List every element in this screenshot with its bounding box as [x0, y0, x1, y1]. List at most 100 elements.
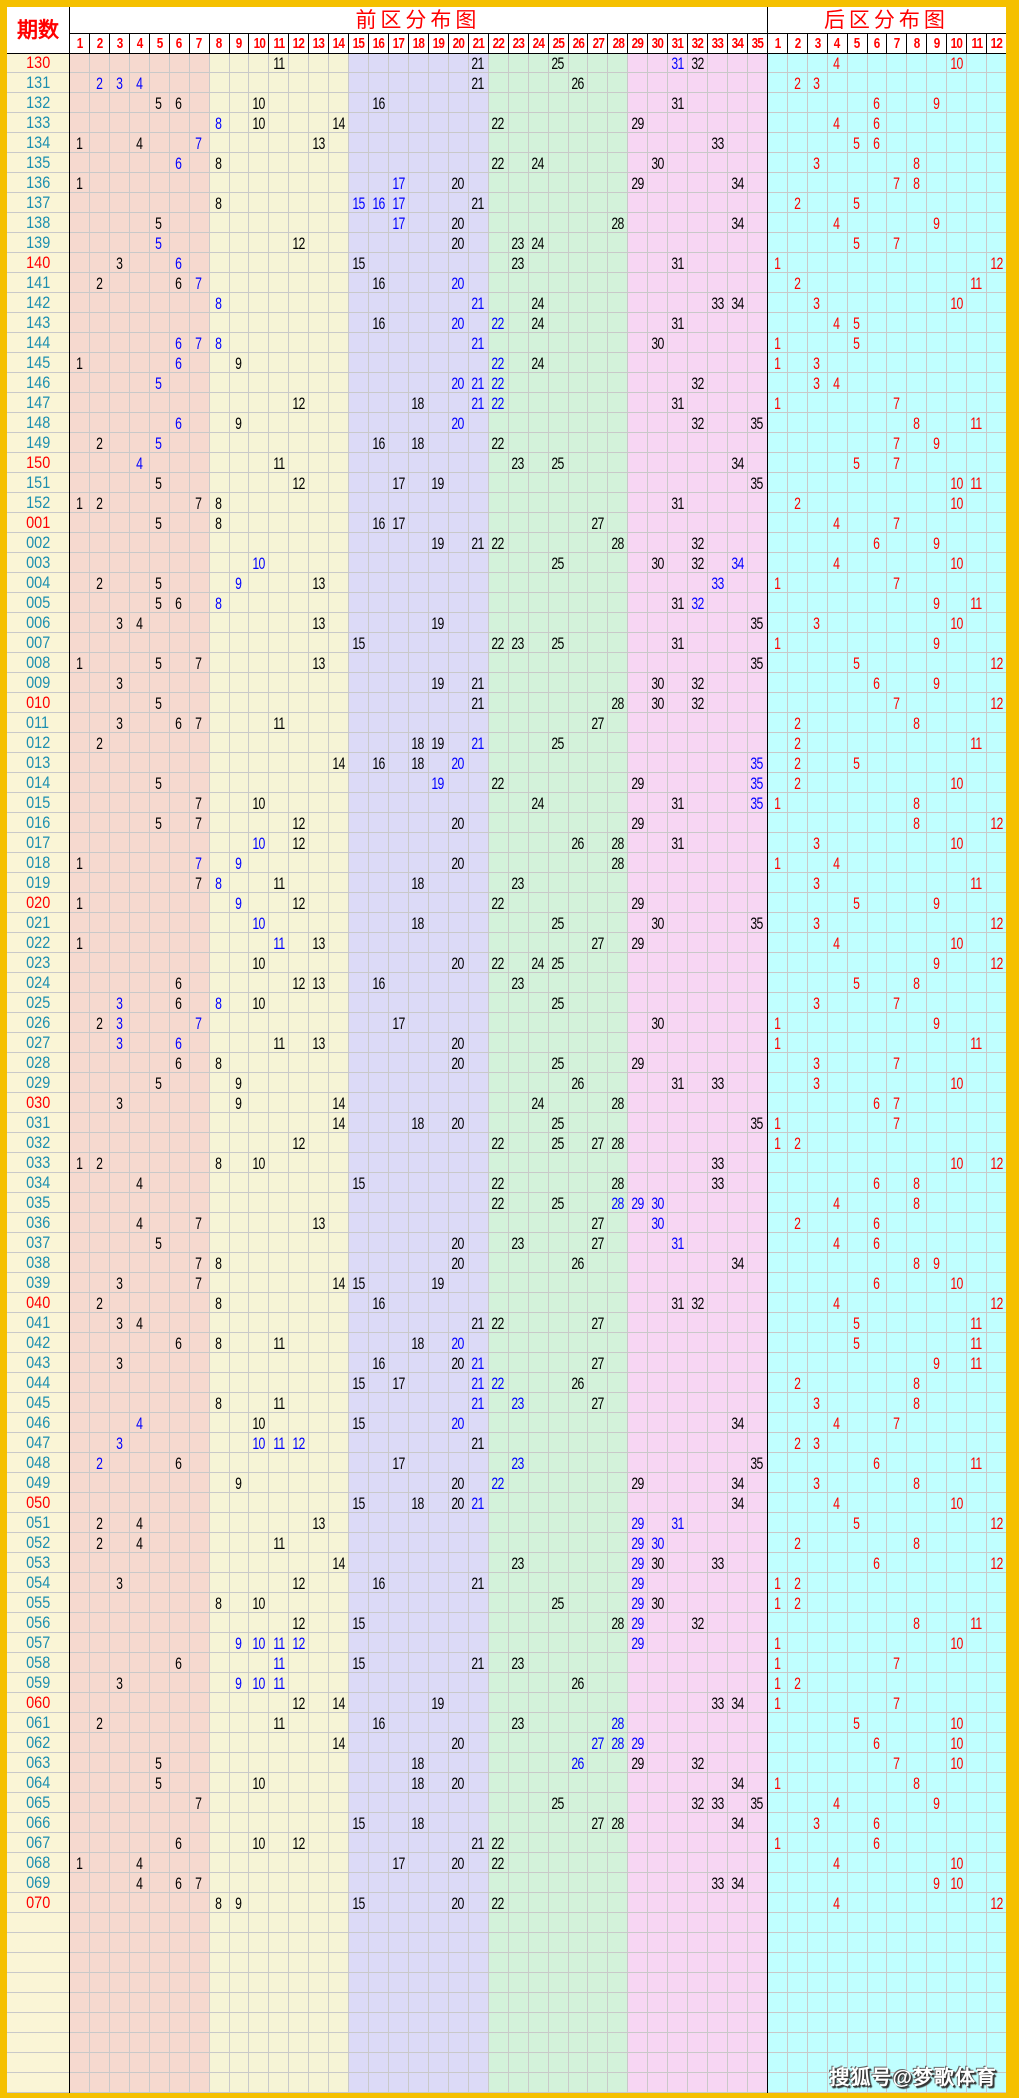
front-number: 26: [571, 74, 584, 93]
front-number: 1: [75, 654, 83, 673]
issue-number: 142: [25, 293, 51, 312]
issue-number: 069: [25, 1873, 51, 1892]
front-number: 22: [491, 1374, 505, 1393]
back-number: 4: [833, 854, 841, 873]
front-number: 7: [195, 814, 203, 833]
back-number: 4: [833, 1854, 841, 1873]
front-number: 22: [491, 1854, 505, 1873]
front-number: 20: [451, 1494, 465, 1513]
back-number: 8: [913, 974, 920, 993]
back-number: 4: [833, 374, 841, 393]
front-number: 28: [611, 1614, 624, 1633]
front-number: 28: [611, 1714, 624, 1733]
front-number: 25: [551, 1194, 564, 1213]
grid-vline: [128, 53, 130, 2093]
front-number: 16: [371, 1574, 385, 1593]
front-column-header: 11: [268, 34, 288, 53]
back-number: 10: [950, 774, 963, 793]
front-number: 12: [292, 1834, 305, 1853]
front-number: 15: [352, 1374, 365, 1393]
back-number: 7: [893, 1054, 900, 1073]
table-row: 136 1 17 20 29 34 7 8: [7, 173, 1006, 193]
front-number: 13: [312, 934, 325, 953]
table-row: 056 12 15 28 29 32 8 11: [7, 1613, 1006, 1633]
back-number: 8: [913, 1374, 920, 1393]
front-number: 20: [451, 314, 465, 333]
front-number: 15: [352, 1274, 365, 1293]
front-number: 27: [591, 1814, 604, 1833]
front-number: 29: [631, 1554, 644, 1573]
back-number: 8: [913, 714, 920, 733]
issue-number: 002: [25, 533, 51, 552]
front-number: 23: [511, 1454, 525, 1473]
front-number: 31: [671, 1074, 684, 1093]
front-number: 4: [135, 1314, 143, 1333]
front-number: 15: [352, 1494, 365, 1513]
front-number: 33: [710, 1074, 724, 1093]
front-number: 11: [272, 874, 285, 893]
issue-number: 041: [25, 1313, 51, 1332]
front-number: 27: [591, 1134, 604, 1153]
front-number: 29: [631, 1574, 644, 1593]
table-row: 070 8 9 15 20 22 4 12: [7, 1893, 1006, 1913]
table-row: 060 12 14 19 33 34 1 7: [7, 1693, 1006, 1713]
table-row: 068 1 4 17 20 22 4 10: [7, 1853, 1006, 1873]
table-row: 011 3 6 7 11 27 2 8: [7, 713, 1006, 733]
front-column-header: 19: [427, 34, 448, 53]
back-number: 6: [873, 1174, 880, 1193]
front-column-header: 30: [647, 34, 667, 53]
back-number: 11: [970, 734, 982, 753]
front-number: 25: [551, 954, 564, 973]
table-row: 039 3 7 14 15 19 6 10: [7, 1273, 1006, 1293]
table-row: 006 3 4 13 19 35 3 10: [7, 613, 1006, 633]
back-number: 1: [773, 1034, 781, 1053]
back-number: 4: [833, 54, 841, 73]
front-column-header: 35: [746, 34, 767, 53]
table-row: 010 5 21 28 30 32 7 12: [7, 693, 1006, 713]
front-number: 24: [531, 234, 544, 253]
watermark: 搜狐号@梦歌体育: [829, 2067, 997, 2089]
back-column-header: 12: [986, 34, 1006, 53]
front-number: 22: [491, 354, 505, 373]
front-number: 9: [235, 1894, 242, 1913]
front-number: 29: [631, 1614, 644, 1633]
front-number: 28: [611, 694, 624, 713]
back-number: 11: [970, 874, 982, 893]
front-number: 29: [631, 1754, 644, 1773]
front-number: 25: [551, 1114, 564, 1133]
front-number: 22: [491, 1474, 505, 1493]
front-number: 6: [175, 414, 183, 433]
front-number: 5: [155, 214, 163, 233]
back-number: 8: [913, 1194, 920, 1213]
table-row: 036 4 7 13 27 30 2 6: [7, 1213, 1006, 1233]
front-number: 20: [451, 1354, 465, 1373]
issue-number: 034: [25, 1173, 51, 1192]
issue-number: 152: [25, 493, 51, 512]
issue-number: 063: [25, 1753, 51, 1772]
table-row: 008 1 5 7 13 35 5 12: [7, 653, 1006, 673]
table-row: 048 2 6 17 23 35 6 11: [7, 1453, 1006, 1473]
front-number: 24: [531, 354, 544, 373]
front-number: 26: [571, 1254, 584, 1273]
back-number: 9: [933, 1874, 940, 1893]
back-number: 10: [950, 1634, 963, 1653]
issue-number: 046: [25, 1413, 51, 1432]
back-column-header: 3: [806, 34, 827, 53]
back-number: 3: [813, 154, 821, 173]
table-row: 051 2 4 13 29 31 5 12: [7, 1513, 1006, 1533]
front-number: 31: [671, 634, 684, 653]
back-number: 7: [893, 1414, 900, 1433]
front-number: 10: [252, 834, 265, 853]
back-number: 2: [793, 494, 801, 513]
back-number: 10: [950, 614, 963, 633]
front-number: 34: [730, 294, 744, 313]
front-number: 1: [75, 134, 83, 153]
front-number: 5: [155, 1074, 163, 1093]
table-row: 030 3 9 14 24 28 6 7: [7, 1093, 1006, 1113]
front-number: 8: [215, 1254, 222, 1273]
back-number: 9: [933, 674, 940, 693]
table-row: 131 2 3 4 21 26 2 3: [7, 73, 1006, 93]
front-column-header: 15: [348, 34, 368, 53]
front-number: 14: [332, 1094, 345, 1113]
front-number: 3: [115, 1674, 123, 1693]
